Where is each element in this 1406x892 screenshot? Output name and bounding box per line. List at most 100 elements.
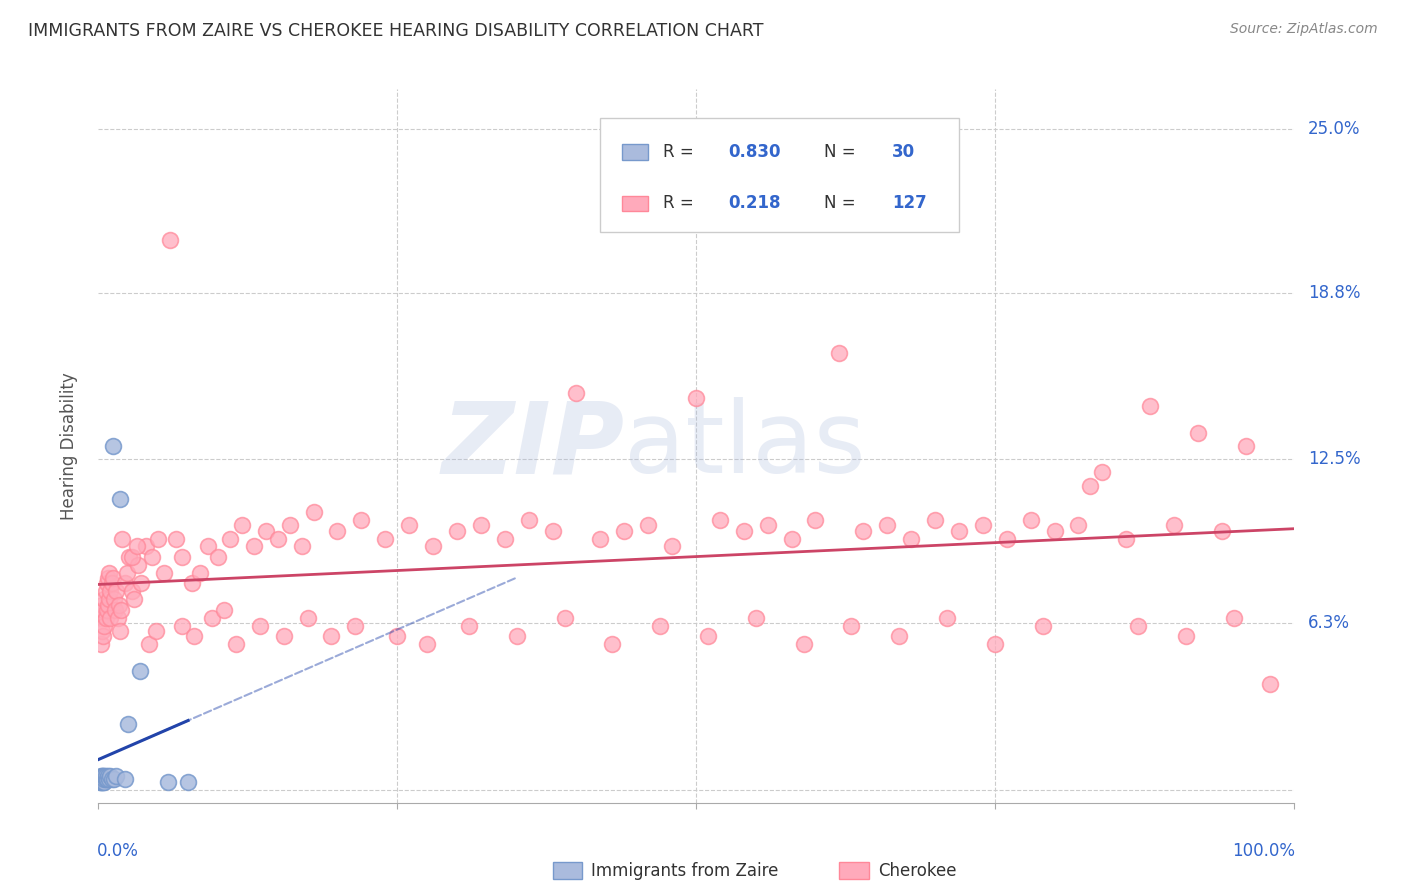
- Point: [935, 611, 957, 625]
- Text: 0.830: 0.830: [728, 143, 780, 161]
- Point: [127, 558, 149, 572]
- Point: [91, 629, 114, 643]
- Point: [98, 769, 122, 783]
- Point: [103, 592, 125, 607]
- Point: [91, 624, 114, 638]
- Point: [111, 532, 134, 546]
- Point: [924, 513, 946, 527]
- Point: [117, 716, 139, 731]
- Point: [219, 532, 242, 546]
- Point: [506, 629, 529, 643]
- Point: [422, 540, 444, 554]
- Text: 127: 127: [891, 194, 927, 212]
- Point: [91, 598, 114, 612]
- Point: [297, 611, 319, 625]
- Point: [125, 540, 148, 554]
- Point: [172, 549, 194, 564]
- Point: [709, 513, 731, 527]
- Point: [98, 584, 122, 599]
- Point: [554, 611, 576, 625]
- Text: N =: N =: [824, 143, 860, 161]
- Point: [350, 513, 373, 527]
- Point: [541, 524, 564, 538]
- Point: [94, 769, 117, 783]
- Point: [91, 772, 114, 786]
- Point: [165, 532, 187, 546]
- Point: [96, 576, 118, 591]
- Point: [89, 774, 111, 789]
- Text: Immigrants from Zaire: Immigrants from Zaire: [591, 862, 778, 880]
- Point: [100, 772, 122, 786]
- Point: [267, 532, 290, 546]
- Point: [138, 637, 160, 651]
- Point: [1032, 618, 1054, 632]
- Point: [197, 540, 219, 554]
- Point: [416, 637, 439, 651]
- Point: [1187, 425, 1209, 440]
- Point: [121, 584, 143, 599]
- Point: [793, 637, 815, 651]
- Text: Cherokee: Cherokee: [877, 862, 956, 880]
- Point: [1091, 466, 1114, 480]
- Point: [983, 637, 1005, 651]
- Point: [101, 571, 124, 585]
- Point: [756, 518, 779, 533]
- Point: [93, 618, 115, 632]
- Point: [839, 618, 862, 632]
- Point: [1163, 518, 1185, 533]
- Point: [105, 584, 128, 599]
- Point: [121, 549, 143, 564]
- Point: [1043, 524, 1066, 538]
- Point: [1128, 618, 1150, 632]
- Point: [91, 774, 114, 789]
- Point: [1115, 532, 1137, 546]
- Bar: [839, 862, 869, 880]
- Point: [385, 629, 409, 643]
- Point: [100, 576, 122, 591]
- Point: [90, 774, 112, 789]
- Bar: [621, 145, 648, 160]
- Point: [231, 518, 253, 533]
- Text: N =: N =: [824, 194, 860, 212]
- Text: 25.0%: 25.0%: [1308, 120, 1361, 138]
- Point: [148, 532, 170, 546]
- Text: IMMIGRANTS FROM ZAIRE VS CHEROKEE HEARING DISABILITY CORRELATION CHART: IMMIGRANTS FROM ZAIRE VS CHEROKEE HEARIN…: [28, 22, 763, 40]
- Point: [948, 524, 970, 538]
- Point: [1222, 611, 1246, 625]
- Point: [249, 618, 271, 632]
- Point: [153, 566, 176, 580]
- Bar: [553, 862, 582, 880]
- Point: [321, 629, 343, 643]
- Point: [94, 584, 117, 599]
- Point: [97, 571, 120, 585]
- Point: [733, 524, 755, 538]
- Point: [93, 774, 115, 789]
- Point: [207, 549, 229, 564]
- Text: 6.3%: 6.3%: [1308, 614, 1350, 632]
- Point: [107, 611, 129, 625]
- Point: [1175, 629, 1198, 643]
- Point: [804, 513, 827, 527]
- Point: [141, 549, 163, 564]
- Point: [90, 637, 112, 651]
- Point: [98, 772, 121, 786]
- Point: [94, 772, 117, 786]
- Point: [104, 603, 127, 617]
- Point: [995, 532, 1018, 546]
- Point: [889, 629, 911, 643]
- Point: [90, 769, 112, 783]
- Point: [1067, 518, 1090, 533]
- Point: [565, 386, 588, 401]
- Point: [90, 611, 112, 625]
- Point: [115, 566, 138, 580]
- Point: [172, 618, 194, 632]
- Point: [108, 624, 131, 638]
- Point: [302, 505, 325, 519]
- Point: [278, 518, 301, 533]
- Point: [225, 637, 247, 651]
- Text: R =: R =: [662, 194, 699, 212]
- Point: [90, 772, 112, 786]
- Point: [97, 769, 120, 783]
- Text: 0.0%: 0.0%: [97, 842, 139, 860]
- Point: [114, 772, 136, 786]
